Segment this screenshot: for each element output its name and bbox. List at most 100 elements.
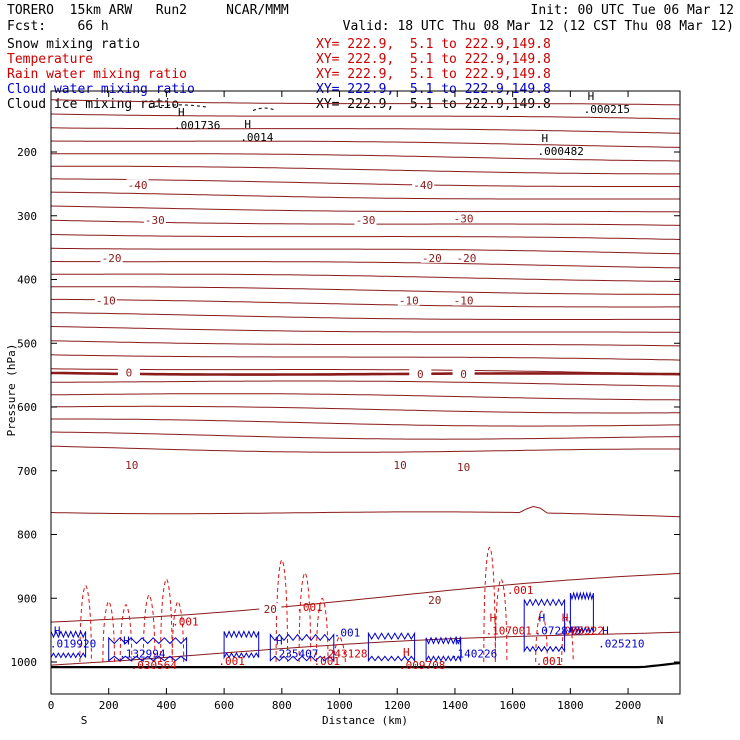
x-tick-label: 800 (272, 699, 292, 712)
y-tick-label: 500 (17, 337, 37, 350)
contour-value-label: .001 (218, 655, 245, 668)
maximum-mark: H (178, 106, 185, 119)
contour-value-label: .001 (536, 655, 563, 668)
isotherm-label-bg (452, 460, 475, 472)
isotherm-label: -30 (356, 214, 376, 227)
rain-water-contour (333, 635, 346, 663)
rain-water-contour (483, 546, 496, 663)
header-line2-right: Valid: 18 UTC Thu 08 Mar 12 (12 CST Thu … (342, 19, 734, 34)
maximum-mark: H (455, 635, 462, 648)
field-xy-temperature: XY= 222.9, 5.1 to 222.9,149.8 (316, 52, 551, 67)
isotherm-label: 0 (126, 367, 133, 380)
isotherm-label: -40 (128, 179, 148, 192)
maximum-mark: H (539, 612, 546, 625)
contour-value-label: .001 (314, 655, 341, 668)
maximum-mark: H (588, 90, 595, 103)
contour-value-label: .001 (172, 616, 199, 629)
cloud-water-contour (269, 633, 335, 662)
field-xy-rain: XY= 222.9, 5.1 to 222.9,149.8 (316, 67, 551, 82)
plot-frame (50, 90, 681, 695)
field-xy-cloud-water: XY= 222.9, 5.1 to 222.9,149.8 (316, 82, 551, 97)
field-xy-snow: XY= 222.9, 5.1 to 222.9,149.8 (316, 37, 551, 52)
snow-mixing-contour (149, 104, 209, 108)
temperature-isotherm (50, 99, 681, 106)
maximum-value: .005322 (558, 625, 604, 638)
isotherm-label-bg (409, 367, 432, 379)
maximum-value: .140226 (451, 648, 497, 661)
maximum-value: .025210 (598, 637, 644, 650)
isotherm-label: 0 (417, 368, 424, 381)
y-tick-label: 300 (17, 210, 37, 223)
temperature-isotherm (51, 273, 681, 282)
y-tick-label: 600 (17, 401, 37, 414)
rain-water-contours (79, 546, 574, 663)
maximum-value: .132994 (119, 648, 166, 661)
isotherm-label: -10 (454, 295, 474, 308)
y-tick-label: 200 (17, 146, 37, 159)
contour-value-label: .001 (296, 601, 323, 614)
temperature-isotherm (50, 445, 680, 453)
temperature-isotherm (50, 326, 681, 333)
temperature-isotherm (50, 340, 681, 347)
rain-water-contour (315, 597, 329, 663)
temperature-isotherm (50, 405, 680, 414)
temperature-isotherm (51, 165, 680, 175)
maximum-value: .235407 (272, 648, 318, 661)
maximum-mark: H (244, 118, 251, 131)
temperature-isotherm (50, 127, 681, 134)
isotherm-label-bg (389, 459, 412, 471)
snow-mixing-contour (252, 107, 277, 112)
isotherm-label-bg (354, 214, 377, 226)
isotherm-label: -20 (102, 252, 122, 265)
isotherm-label: -40 (413, 179, 433, 192)
isotherm-label-bg (259, 603, 282, 615)
isotherm-label-bg (94, 294, 117, 306)
temperature-isotherm (50, 573, 681, 623)
maximum-mark: H (54, 624, 61, 637)
zero-isotherm (51, 371, 681, 376)
x-axis-label: Distance (km) (322, 714, 408, 727)
isotherm-label: -10 (96, 295, 116, 308)
rain-water-contour (79, 584, 92, 663)
x-tick-label: 1200 (384, 699, 411, 712)
temperature-isotherm (50, 505, 681, 518)
x-tick-label: 1000 (326, 699, 353, 712)
isotherm-label: -10 (399, 295, 419, 308)
isotherm-label-bg (126, 179, 149, 191)
maximum-mark: H (403, 646, 410, 659)
rain-water-contour (275, 559, 289, 663)
end-label-south: S (81, 714, 88, 727)
maximum-value: .009708 (399, 659, 445, 672)
field-name-rain: Rain water mixing ratio (7, 67, 188, 82)
isotherm-label-bg (100, 251, 123, 263)
isotherm-label: 10 (457, 461, 470, 474)
cloud-water-contour (50, 630, 87, 660)
cloud-water-contour (367, 631, 416, 663)
maximum-value: .243128 (321, 648, 367, 661)
maximum-value: .000215 (584, 103, 630, 116)
cloud-water-contour (523, 598, 566, 653)
snow-ice-contours (149, 104, 277, 112)
header-line1-left: TORERO 15km ARW Run2 NCAR/MMM (7, 3, 289, 18)
y-tick-label: 900 (17, 592, 37, 605)
x-tick-label: 2000 (615, 699, 642, 712)
cloud-water-contour (223, 630, 260, 660)
isotherm-label-bg (412, 179, 435, 191)
isotherm-label-bg (420, 251, 443, 263)
x-tick-label: 400 (156, 699, 176, 712)
field-xy-cloud-ice: XY= 222.9, 5.1 to 222.9,149.8 (316, 97, 551, 112)
contour-value-label: .001 (507, 584, 534, 597)
x-tick-label: 1800 (557, 699, 584, 712)
rain-water-contour (171, 600, 185, 663)
isotherm-label: 0 (460, 368, 467, 381)
y-axis-label: Pressure (hPa) (5, 344, 18, 437)
isotherm-label: -20 (457, 252, 477, 265)
temperature-isotherm (51, 380, 681, 387)
temperature-isotherm (50, 191, 680, 200)
x-tick-label: 200 (99, 699, 119, 712)
temperature-isotherm (51, 153, 681, 162)
temperature-isotherm (50, 312, 681, 320)
maximum-mark: H (562, 612, 569, 625)
isotherm-label-bg (423, 594, 446, 606)
